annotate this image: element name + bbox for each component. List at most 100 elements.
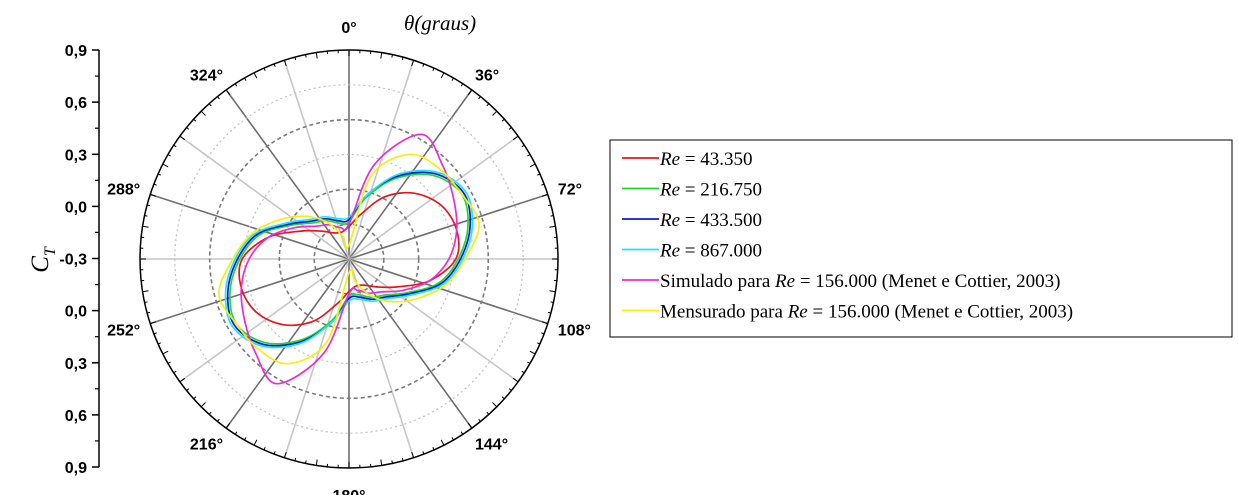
- angle-tick: [144, 301, 148, 303]
- angle-tick: [541, 183, 545, 186]
- angle-tick: [146, 204, 151, 207]
- minor-spoke: [348, 59, 415, 260]
- angle-tick: [467, 89, 473, 96]
- angle-tick: [411, 60, 415, 67]
- angle-tick: [541, 321, 548, 325]
- angle-tick: [440, 72, 445, 79]
- radial-scale-axis: 0,9 0,6 0,3 0,0 -0,3 0,0 0,3 0,6 0,9: [59, 43, 100, 477]
- angle-tick: [283, 60, 287, 67]
- angle-tick: [283, 451, 287, 458]
- angle-tick: [440, 439, 445, 446]
- angle-label-108: 108°: [558, 323, 591, 340]
- angle-tick: [432, 446, 435, 451]
- series-line-5: [218, 153, 480, 365]
- angle-tick: [244, 77, 247, 81]
- angle-tick: [208, 103, 212, 107]
- angle-tick: [451, 437, 454, 441]
- angle-tick: [411, 451, 415, 458]
- angle-tick: [150, 321, 157, 325]
- angle-label-180: 180°: [332, 488, 365, 495]
- angle-tick: [501, 118, 505, 122]
- legend: Re = 43.350 Re = 216.750 Re = 433.500 Re = …: [609, 139, 1233, 338]
- grid-ring: [174, 84, 524, 434]
- angle-tick: [486, 411, 490, 415]
- angle-label-144: 144°: [475, 437, 508, 454]
- angle-tick: [478, 96, 481, 100]
- angle-tick: [550, 215, 554, 217]
- grid-ring: [278, 188, 420, 330]
- major-spoke: [348, 258, 473, 429]
- angle-axis-title: θ(graus): [404, 11, 476, 35]
- angle-tick: [391, 54, 393, 58]
- angle-tick: [273, 451, 276, 455]
- major-spoke: [348, 193, 549, 260]
- angle-tick: [193, 118, 197, 122]
- angle-tick: [486, 103, 490, 107]
- scale-label: -0,3: [59, 252, 87, 269]
- angle-tick: [541, 332, 545, 335]
- angle-tick: [401, 457, 404, 462]
- legend-box: [609, 139, 1233, 338]
- angle-tick: [234, 83, 238, 87]
- grid-ring: [243, 153, 455, 365]
- series-line-4: [240, 133, 458, 385]
- angle-tick: [153, 183, 157, 186]
- angle-tick: [527, 361, 531, 364]
- angle-tick: [186, 127, 190, 130]
- grid-ring: [208, 118, 490, 400]
- angle-tick: [253, 439, 258, 446]
- angle-tick: [244, 437, 247, 441]
- angle-tick: [208, 411, 212, 415]
- angle-tick: [146, 311, 151, 314]
- series-line-0: [238, 191, 460, 327]
- angle-tick: [263, 446, 266, 451]
- legend-label: Re = 43.350: [659, 149, 753, 170]
- angle-tick: [294, 56, 297, 61]
- angle-tick: [467, 422, 473, 429]
- angle-tick: [422, 451, 425, 455]
- angle-tick-labels: 0° 36° 72° 108° 144° 180° 216° 252° 288° 324°: [107, 20, 591, 495]
- angle-tick: [263, 67, 266, 72]
- angle-tick: [253, 72, 258, 79]
- angle-tick: [225, 89, 231, 96]
- angle-tick: [508, 127, 512, 130]
- angle-label-72: 72°: [558, 182, 582, 199]
- radial-axis-title-subscript: T: [42, 246, 59, 256]
- angle-tick: [179, 377, 186, 383]
- angle-tick: [157, 342, 162, 345]
- angle-tick: [305, 460, 307, 464]
- angle-tick: [492, 110, 498, 116]
- angle-tick: [529, 350, 536, 355]
- angle-label-216: 216°: [190, 437, 223, 454]
- angle-tick: [478, 418, 481, 422]
- legend-label: Re = 433.500: [659, 210, 762, 231]
- series-line-2: [226, 171, 472, 347]
- polar-grid: [139, 49, 559, 469]
- angle-tick: [422, 63, 425, 67]
- radial-axis-title-main: C: [27, 256, 54, 273]
- angle-tick: [167, 154, 171, 157]
- angle-tick: [401, 56, 404, 61]
- angle-tick: [492, 402, 498, 408]
- angle-tick: [512, 135, 519, 141]
- angle-tick: [294, 457, 297, 462]
- angle-tick: [549, 290, 556, 293]
- angle-tick: [521, 370, 525, 374]
- angle-tick: [162, 350, 169, 355]
- angle-tick: [547, 311, 552, 314]
- angle-tick: [142, 290, 149, 293]
- angle-tick: [547, 204, 552, 207]
- angle-tick: [521, 144, 525, 148]
- angle-tick: [173, 370, 177, 374]
- minor-spoke: [283, 59, 350, 260]
- angle-tick: [536, 173, 541, 176]
- angle-tick: [273, 63, 276, 67]
- angle-label-252: 252°: [107, 323, 140, 340]
- minor-spoke: [179, 258, 350, 383]
- angle-tick: [527, 154, 531, 157]
- legend-label: Simulado para Re = 156.000 (Menet e Cott…: [660, 271, 1060, 292]
- series-layer: [218, 133, 480, 385]
- angle-tick: [432, 67, 435, 72]
- scale-label: 0,9: [65, 460, 87, 477]
